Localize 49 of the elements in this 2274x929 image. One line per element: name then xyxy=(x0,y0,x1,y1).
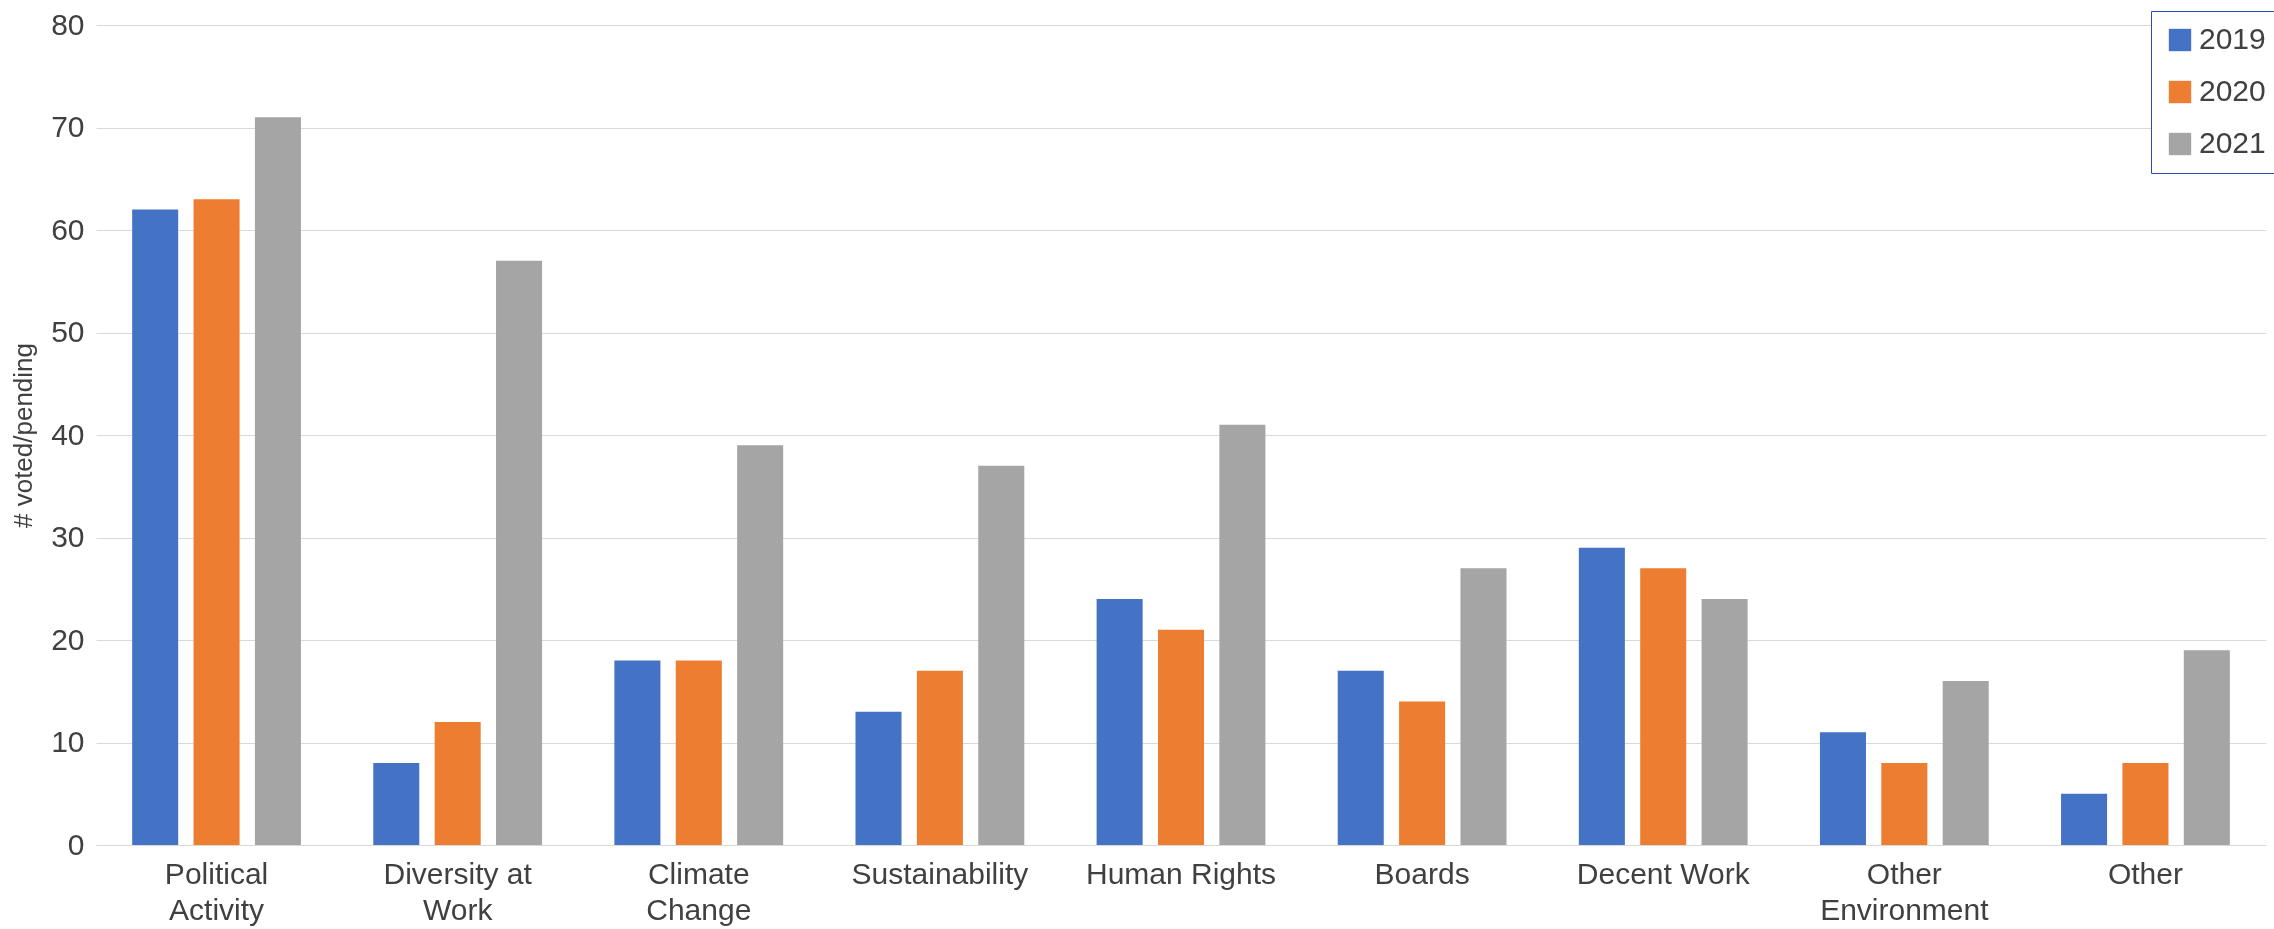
bar xyxy=(132,209,179,845)
bar xyxy=(737,445,784,845)
bar xyxy=(434,722,481,845)
y-tick-label: 0 xyxy=(67,827,85,861)
bar xyxy=(1578,547,1625,845)
bar xyxy=(496,260,543,845)
y-tick-label: 40 xyxy=(51,417,85,451)
y-tick-label: 70 xyxy=(51,110,85,143)
bar xyxy=(2061,793,2108,845)
bar xyxy=(1640,568,1687,845)
bar xyxy=(1701,599,1748,845)
legend-label: 2021 xyxy=(2199,126,2266,159)
bar xyxy=(2183,650,2230,845)
legend-label: 2019 xyxy=(2199,22,2266,55)
bar xyxy=(1460,568,1507,845)
bar xyxy=(855,711,902,845)
x-tick-label: Boards xyxy=(1374,856,1470,890)
y-tick-label: 10 xyxy=(51,725,85,758)
bar xyxy=(675,660,722,845)
bar xyxy=(1157,629,1205,845)
x-tick-label: Diversity at Work xyxy=(383,856,533,926)
y-axis-title: # voted/pending xyxy=(8,342,39,529)
bar xyxy=(1096,599,1143,845)
bar xyxy=(254,117,301,845)
bar xyxy=(1399,701,1446,845)
y-tick-label: 20 xyxy=(51,622,85,656)
bar xyxy=(1819,732,1866,845)
bar xyxy=(978,465,1025,845)
x-tick-label: Other xyxy=(2107,856,2183,890)
y-tick-label: 60 xyxy=(51,212,85,246)
bar xyxy=(1942,681,1989,845)
y-tick-label: 80 xyxy=(51,7,85,41)
x-tick-label: Human Rights xyxy=(1085,856,1277,890)
y-tick-label: 30 xyxy=(51,520,85,553)
x-tick-label: Climate Change xyxy=(646,856,752,926)
bar xyxy=(373,763,420,845)
bar xyxy=(2122,763,2169,845)
bar xyxy=(614,660,661,845)
x-tick-label: Political Activity xyxy=(164,856,269,926)
x-tick-label: Sustainability xyxy=(851,856,1029,890)
x-tick-label: Other Environment xyxy=(1820,856,1990,926)
bar xyxy=(916,670,963,845)
legend-label: 2020 xyxy=(2199,74,2266,107)
x-tick-label: Decent Work xyxy=(1576,856,1751,890)
y-tick-label: 50 xyxy=(51,315,85,348)
bar xyxy=(1219,424,1266,845)
bar xyxy=(193,199,240,845)
bar xyxy=(1881,763,1928,845)
bar xyxy=(1337,670,1384,845)
